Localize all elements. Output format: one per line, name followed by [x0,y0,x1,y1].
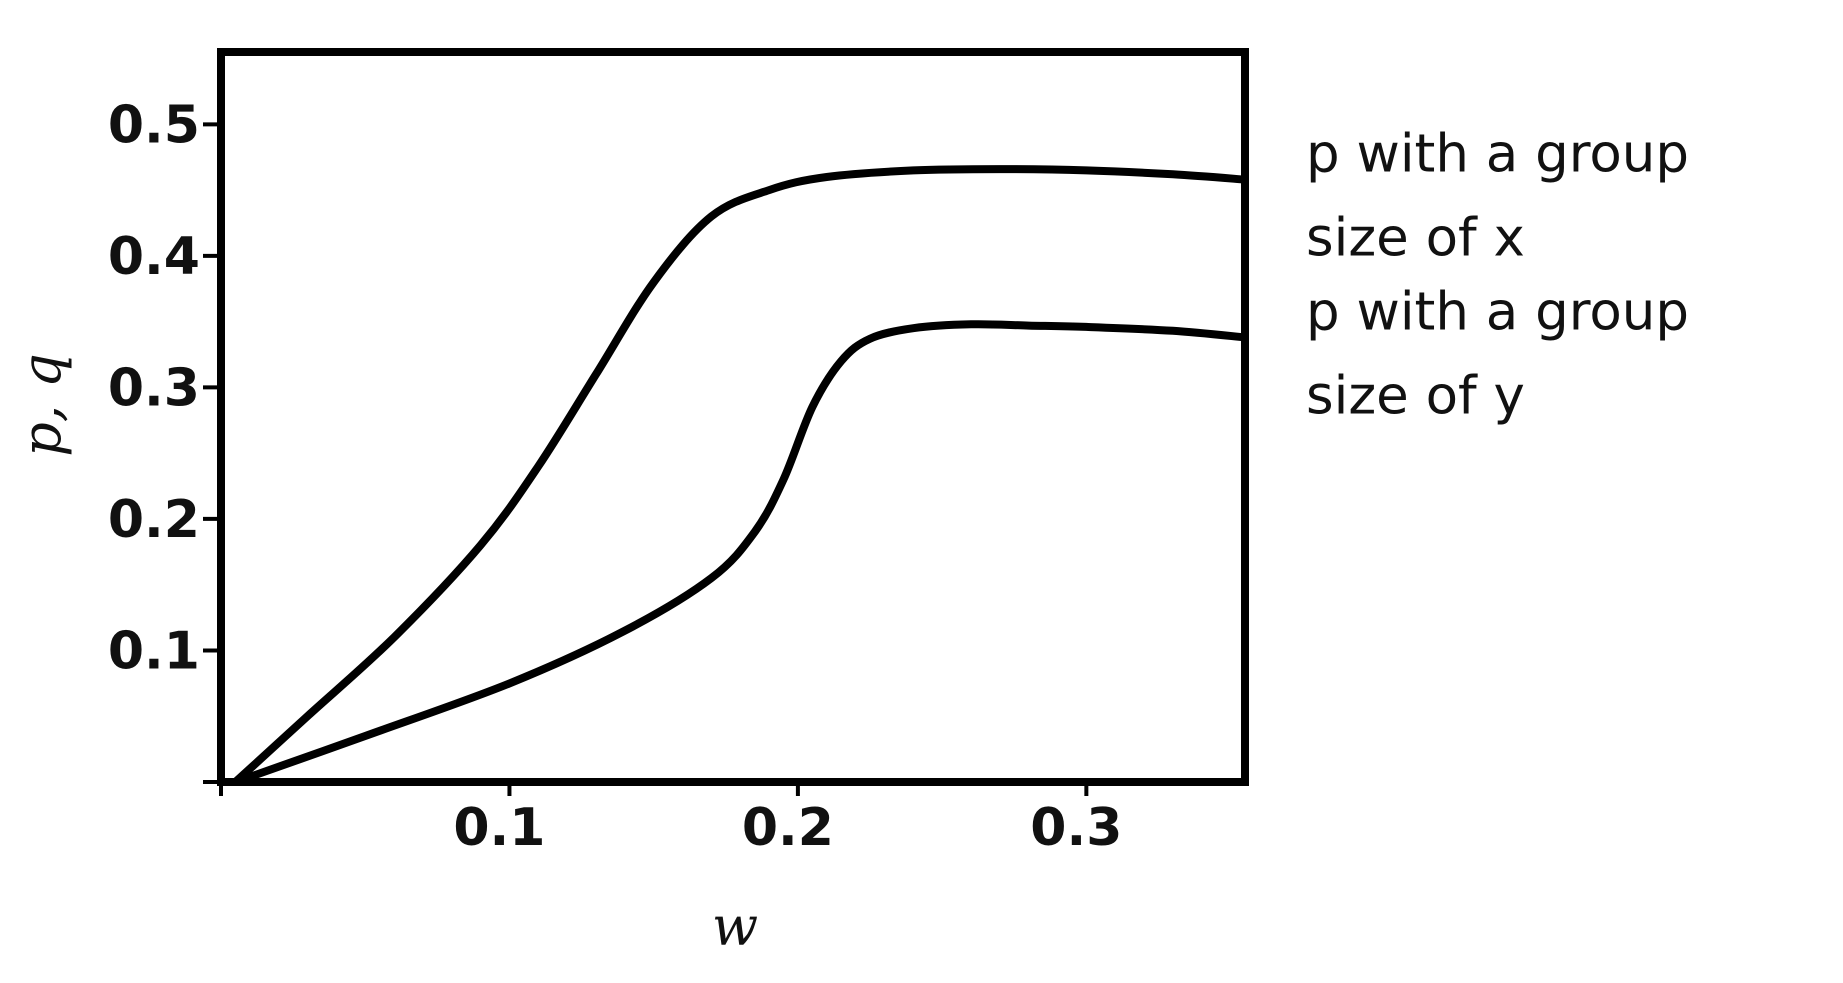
y-tick-label: 0.4 [108,227,200,287]
x-tick-label: 0.3 [1030,798,1122,858]
y-tick-label: 0.1 [108,621,200,681]
series-label-line: p with a group [1306,124,1689,185]
series-label-line: size of y [1306,365,1525,426]
plot-frame [217,48,1249,786]
y-tick-label: 0.2 [108,490,200,550]
series-line-2 [231,320,1249,786]
series-label-1: p with a group size of x [1306,124,1689,269]
y-axis-ticks: 0.1 0.2 0.3 0.4 0.5 [108,95,221,784]
y-axis-title: p, q [10,353,73,456]
series-labels: p with a group size of x p with a group siz… [1306,124,1689,427]
series-label-line: p with a group [1306,281,1689,342]
x-tick-label: 0.1 [453,798,545,858]
y-tick-label: 0.3 [108,358,200,418]
x-tick-label: 0.2 [742,798,834,858]
series-label-line: size of x [1306,208,1525,269]
series-lines [231,165,1249,786]
series-line-1 [231,165,1249,786]
x-axis-ticks: 0.1 0.2 0.3 [219,782,1122,858]
series-label-2: p with a group size of y [1306,281,1689,426]
x-axis-title: w [712,895,758,958]
y-tick-label: 0.5 [108,95,200,155]
